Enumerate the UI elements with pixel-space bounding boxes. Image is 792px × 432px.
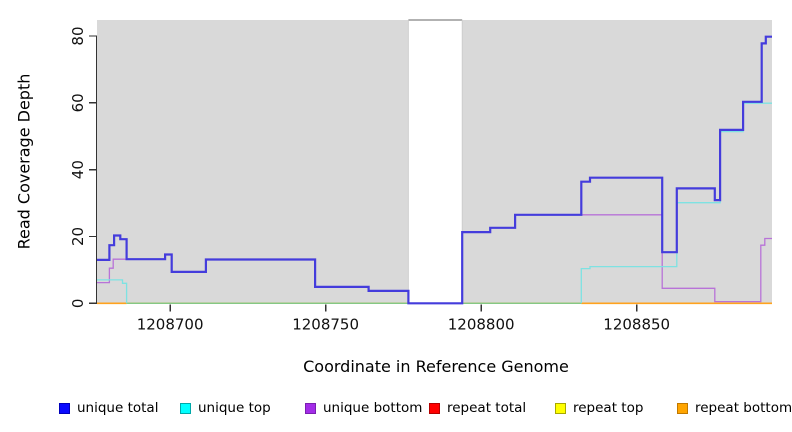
x-tick-label: 1208800 — [448, 315, 515, 333]
legend-item-unique-top: unique top — [180, 399, 271, 417]
x-axis-title: Coordinate in Reference Genome — [0, 357, 792, 376]
y-tick-label: 60 — [69, 93, 87, 112]
legend-label: repeat total — [447, 400, 527, 416]
x-tick-label: 1208750 — [292, 315, 359, 333]
legend-item-unique-bottom: unique bottom — [305, 399, 422, 417]
legend-swatch-repeat-total — [429, 402, 440, 414]
y-axis-title: Read Coverage Depth — [14, 73, 34, 250]
legend-item-repeat-total: repeat total — [429, 399, 526, 417]
legend-item-repeat-top: repeat top — [555, 399, 643, 417]
legend-label: unique bottom — [323, 400, 423, 416]
legend-swatch-unique-top — [180, 402, 191, 414]
legend-item-repeat-bottom: repeat bottom — [677, 399, 792, 417]
legend-label: repeat bottom — [695, 400, 792, 416]
x-axis-title-text: Coordinate in Reference Genome — [303, 357, 569, 376]
legend-swatch-repeat-bottom — [677, 402, 688, 414]
series-unique-top-line — [97, 279, 128, 304]
legend-item-unique-total: unique total — [59, 399, 158, 417]
y-tick-label: 20 — [69, 227, 87, 246]
legend-swatch-unique-bottom — [305, 402, 316, 414]
x-tick-label: 1208850 — [603, 315, 670, 333]
y-tick-label: 80 — [69, 26, 87, 45]
legend-swatch-repeat-top — [555, 402, 566, 414]
legend-swatch-unique-total — [59, 402, 70, 414]
uncovered-gap-region — [408, 19, 463, 306]
legend-label: repeat top — [573, 400, 644, 416]
x-tick-label: 1208700 — [137, 315, 204, 333]
series-unique-total-line — [97, 35, 772, 305]
legend-label: unique total — [77, 400, 159, 416]
y-tick-label: 40 — [69, 160, 87, 179]
legend-label: unique top — [198, 400, 271, 416]
legend: unique total unique top unique bottom repea… — [0, 399, 792, 421]
y-tick-label: 0 — [69, 299, 87, 309]
